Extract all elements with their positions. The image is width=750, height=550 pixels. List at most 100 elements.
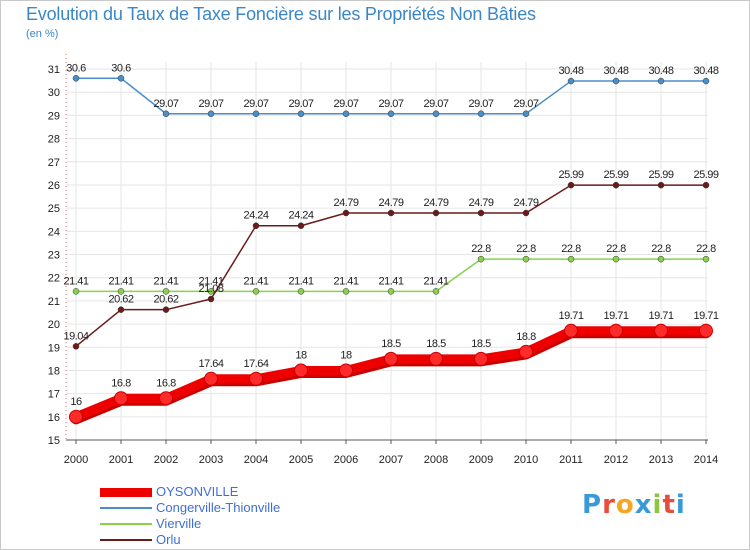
data-point	[654, 323, 668, 338]
data-point	[522, 255, 530, 263]
data-label: 18.8	[516, 331, 536, 343]
legend-swatch	[100, 487, 152, 497]
data-label: 20.62	[108, 294, 133, 306]
data-label: 24.79	[513, 197, 538, 209]
data-label: 25.99	[558, 169, 583, 181]
data-label: 19.71	[558, 310, 583, 322]
data-label: 21.41	[198, 275, 223, 287]
data-point	[612, 77, 620, 85]
y-tick-label: 17	[48, 389, 60, 401]
data-point	[702, 77, 710, 85]
data-point	[207, 295, 215, 303]
data-point	[612, 255, 620, 263]
y-tick-label: 26	[48, 180, 60, 192]
data-point	[609, 323, 623, 338]
data-label: 29.07	[468, 98, 493, 110]
data-point	[432, 110, 440, 118]
data-label: 25.99	[648, 169, 673, 181]
data-point	[252, 110, 260, 118]
x-tick-label: 2007	[379, 454, 403, 466]
x-tick-label: 2003	[199, 454, 223, 466]
data-label: 20.62	[153, 294, 178, 306]
data-label: 19.71	[693, 310, 718, 322]
data-label: 19.04	[63, 330, 88, 342]
data-point	[429, 351, 443, 366]
data-label: 30.48	[693, 65, 718, 77]
data-point	[297, 110, 305, 118]
data-point	[567, 181, 575, 189]
data-point	[657, 181, 665, 189]
data-label: 16	[70, 396, 82, 408]
data-point	[477, 255, 485, 263]
data-point	[387, 288, 395, 295]
y-tick-label: 24	[48, 226, 60, 238]
data-label: 29.07	[288, 98, 313, 110]
data-point	[162, 306, 170, 313]
data-point	[342, 288, 350, 295]
data-point	[252, 288, 260, 295]
data-point	[249, 371, 263, 386]
data-point	[657, 255, 665, 263]
data-label: 21.41	[63, 275, 88, 287]
x-tick-label: 2009	[469, 454, 493, 466]
data-label: 29.07	[378, 98, 403, 110]
data-point	[342, 209, 350, 217]
data-label: 21.08	[198, 283, 223, 295]
data-point	[294, 363, 308, 378]
y-tick-label: 16	[48, 412, 60, 424]
data-label: 16.8	[156, 377, 176, 389]
data-point	[477, 110, 485, 118]
x-tick-label: 2005	[289, 454, 313, 466]
data-label: 30.48	[558, 65, 583, 77]
data-label: 22.8	[516, 243, 536, 255]
data-point	[657, 77, 665, 85]
data-point	[72, 75, 80, 82]
data-label: 18.5	[381, 338, 401, 350]
data-label: 29.07	[198, 98, 223, 110]
data-point	[474, 351, 488, 366]
data-point	[612, 181, 620, 189]
data-label: 29.07	[153, 98, 178, 110]
data-label: 24.79	[378, 197, 403, 209]
data-label: 19.71	[648, 310, 673, 322]
brand-letter: i	[652, 490, 663, 520]
proxiti-logo: Proxiti	[582, 490, 686, 520]
data-label: 21.41	[378, 275, 403, 287]
data-label: 25.99	[693, 169, 718, 181]
y-tick-label: 15	[48, 435, 60, 447]
data-label: 24.79	[333, 197, 358, 209]
data-label: 29.07	[513, 98, 538, 110]
legend-item: Congerville-Thionville	[100, 500, 380, 516]
y-tick-label: 22	[48, 273, 60, 285]
y-tick-label: 25	[48, 203, 60, 215]
legend-swatch	[100, 523, 152, 525]
data-point	[297, 288, 305, 295]
data-point	[162, 110, 170, 118]
legend-item: OYSONVILLE	[100, 484, 380, 500]
data-point	[159, 391, 173, 406]
x-tick-label: 2008	[424, 454, 448, 466]
x-tick-label: 2014	[694, 454, 718, 466]
brand-letter: i	[675, 490, 686, 520]
data-point	[204, 371, 218, 386]
brand-letter: x	[634, 490, 653, 520]
x-tick-label: 2002	[154, 454, 178, 466]
y-tick-label: 23	[48, 250, 60, 262]
data-point	[432, 288, 440, 295]
brand-letter: r	[602, 490, 616, 520]
brand-letter: o	[615, 490, 635, 520]
y-tick-label: 31	[48, 64, 60, 76]
brand-letter: t	[662, 490, 676, 520]
data-label: 22.8	[651, 243, 671, 255]
data-point	[522, 110, 530, 118]
data-label: 21.41	[108, 275, 133, 287]
x-tick-label: 2012	[604, 454, 628, 466]
data-label: 22.8	[606, 243, 626, 255]
data-point	[117, 306, 125, 313]
legend-label: Congerville-Thionville	[156, 500, 281, 515]
data-point	[72, 343, 80, 350]
y-tick-label: 19	[48, 342, 60, 354]
data-point	[252, 222, 260, 229]
legend-item: Orlu	[100, 532, 380, 548]
data-label: 19.71	[603, 310, 628, 322]
